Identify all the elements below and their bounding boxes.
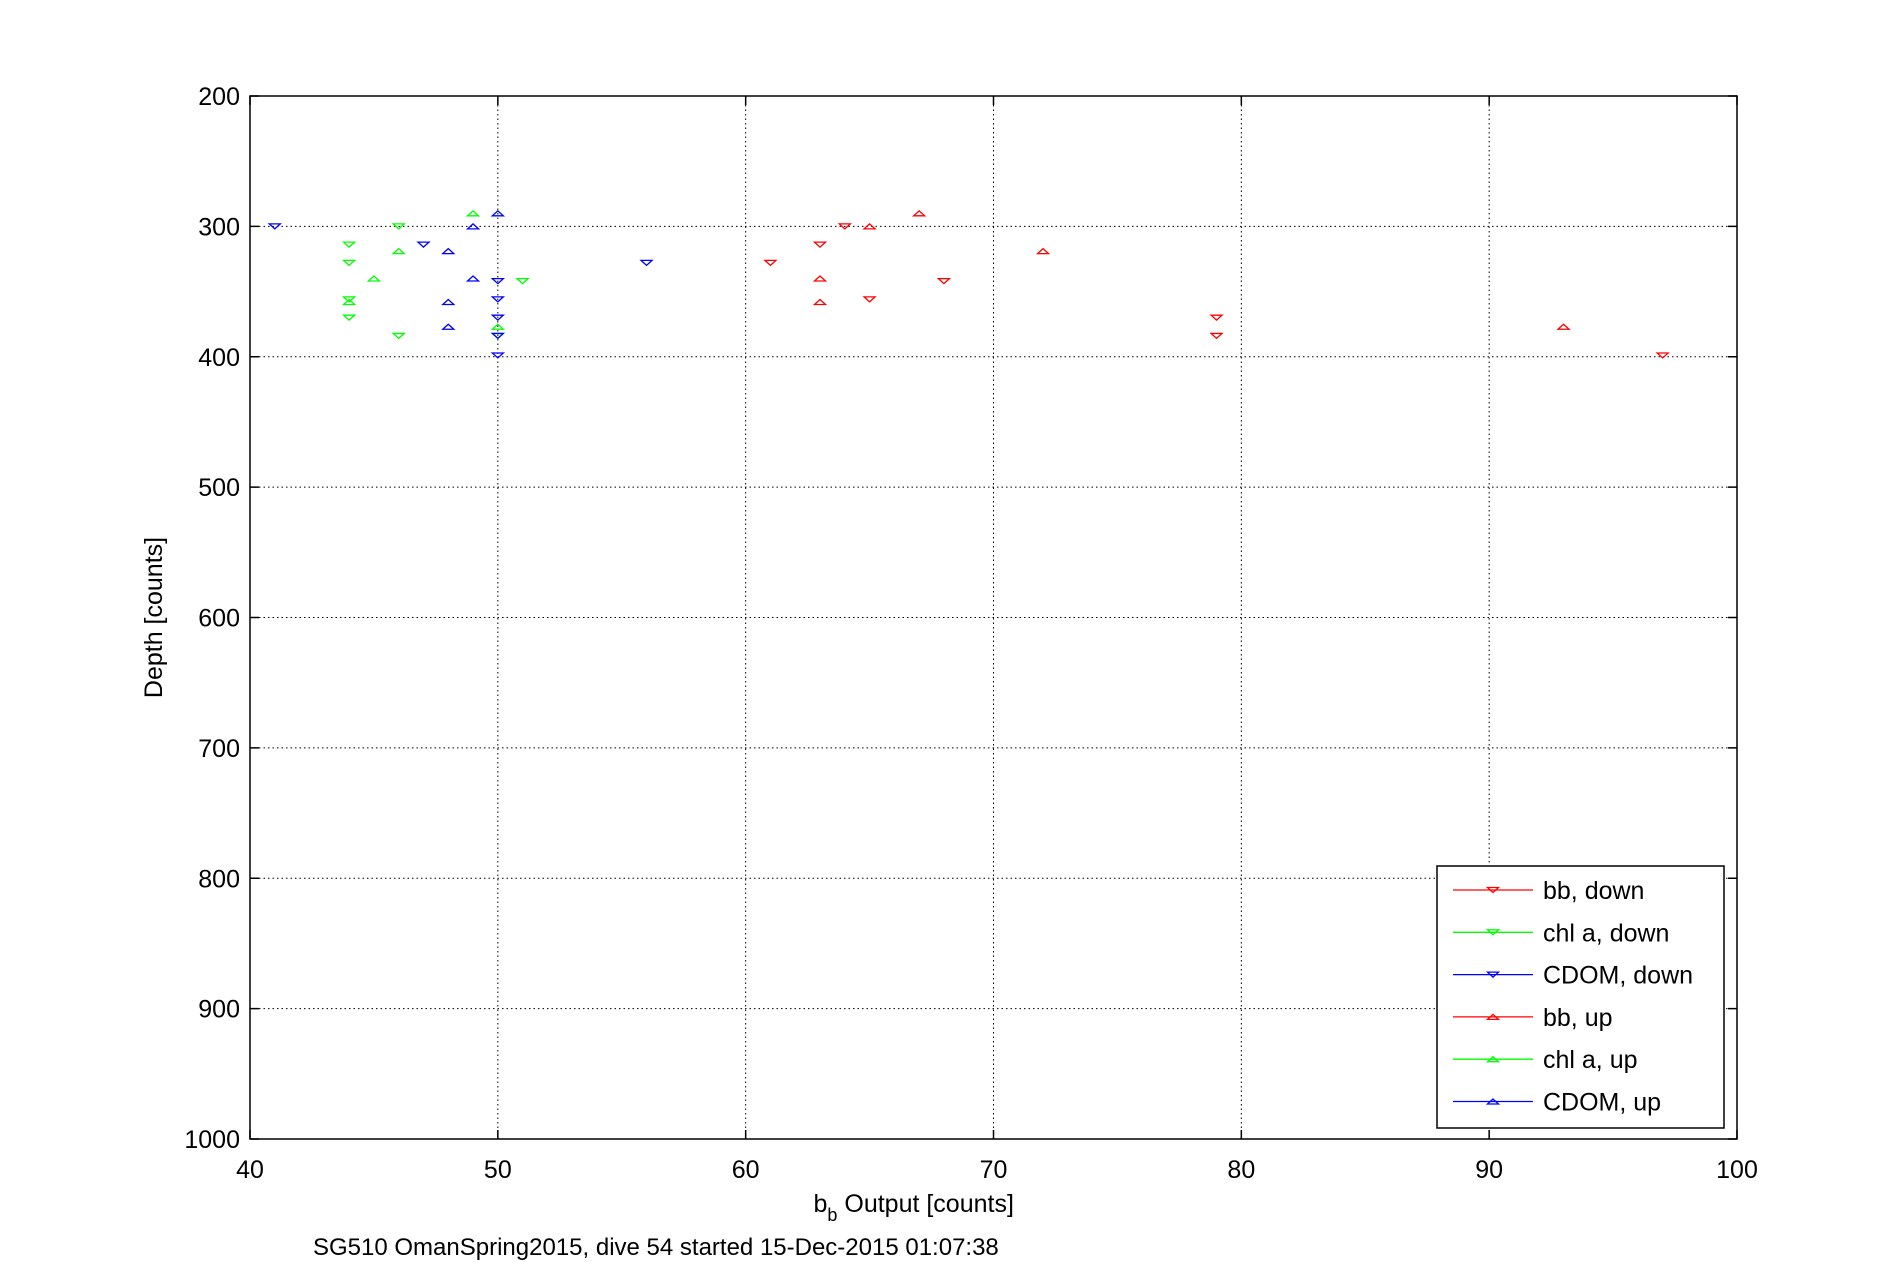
- x-tick-label: 90: [1475, 1156, 1503, 1184]
- data-point: [490, 278, 506, 285]
- grid-lines: [250, 96, 1737, 1139]
- legend-marker: [1485, 929, 1501, 936]
- legend-label: CDOM, down: [1543, 962, 1693, 990]
- data-point: [416, 241, 431, 248]
- x-axis-label: bb Output [counts]: [814, 1190, 1014, 1225]
- data-point: [341, 314, 357, 321]
- legend-box: [1436, 865, 1725, 1129]
- data-point: [490, 352, 506, 359]
- data-point: [812, 275, 828, 282]
- data-point: [391, 332, 406, 340]
- x-tick-label: 60: [732, 1156, 760, 1184]
- data-point: [837, 223, 852, 230]
- legend-marker: [1485, 1098, 1501, 1105]
- data-point: [267, 223, 282, 230]
- data-point: [391, 223, 406, 230]
- data-point: [1556, 323, 1571, 330]
- legend-entries: bb, down chl a, down CDOM, down bb, up chl a…: [1453, 877, 1693, 1117]
- y-tick-label: 900: [198, 996, 240, 1024]
- x-axis-label-subscript: b: [827, 1205, 837, 1225]
- y-axis-ticks: 200 300 400 500 600 700 800 900 1000: [184, 83, 1737, 1154]
- y-tick-label: 200: [198, 83, 240, 111]
- figure-caption: SG510 OmanSpring2015, dive 54 started 15…: [313, 1234, 999, 1261]
- data-point: [911, 209, 927, 217]
- data-point: [763, 259, 778, 267]
- legend-marker: [1485, 971, 1501, 978]
- data-point: [490, 323, 506, 330]
- data-points: [267, 209, 1670, 359]
- legend: bb, down chl a, down CDOM, down bb, up chl a…: [1436, 865, 1725, 1129]
- y-tick-label: 800: [198, 865, 240, 893]
- data-point: [341, 241, 357, 248]
- x-axis-ticks: 40 50 60 70 80 90 100: [236, 96, 1758, 1184]
- legend-label: bb, down: [1543, 877, 1644, 905]
- data-point: [490, 209, 506, 217]
- data-point: [1209, 332, 1224, 340]
- data-point: [465, 275, 481, 282]
- data-point: [490, 314, 506, 321]
- y-tick-label: 700: [198, 735, 240, 763]
- data-point: [341, 259, 357, 267]
- y-tick-label: 300: [198, 213, 240, 241]
- data-point: [441, 323, 456, 330]
- data-point: [1035, 247, 1051, 255]
- legend-entry: chl a, up: [1453, 1046, 1638, 1074]
- data-point: [465, 209, 481, 217]
- x-tick-label: 40: [236, 1156, 264, 1184]
- x-axis-label-main: b: [814, 1190, 828, 1218]
- legend-marker: [1485, 1055, 1501, 1063]
- data-point: [812, 241, 828, 248]
- legend-marker: [1485, 886, 1501, 894]
- legend-label: chl a, down: [1543, 919, 1669, 947]
- legend-entry: chl a, down: [1453, 919, 1669, 947]
- data-point: [465, 223, 481, 230]
- x-axis-label-rest: Output [counts]: [837, 1190, 1014, 1218]
- data-point: [391, 247, 406, 255]
- data-point: [639, 259, 654, 267]
- x-tick-label: 80: [1227, 1156, 1255, 1184]
- y-tick-label: 400: [198, 344, 240, 372]
- data-point: [490, 332, 506, 340]
- y-tick-label: 1000: [184, 1126, 240, 1154]
- y-axis-label: Depth [counts]: [140, 537, 168, 698]
- legend-entry: bb, up: [1453, 1004, 1613, 1032]
- data-point: [490, 296, 506, 303]
- legend-marker: [1485, 1013, 1501, 1021]
- data-point: [936, 278, 952, 285]
- data-point: [515, 278, 530, 285]
- data-point: [862, 223, 877, 230]
- y-tick-label: 500: [198, 474, 240, 502]
- data-point: [366, 275, 382, 282]
- data-point: [441, 247, 456, 255]
- legend-label: CDOM, up: [1543, 1089, 1661, 1117]
- data-point: [1209, 314, 1224, 321]
- legend-label: chl a, up: [1543, 1046, 1638, 1074]
- legend-entry: CDOM, up: [1453, 1089, 1661, 1117]
- data-point: [341, 298, 357, 306]
- data-point: [862, 296, 877, 303]
- legend-entry: CDOM, down: [1453, 962, 1693, 990]
- x-tick-label: 100: [1716, 1156, 1758, 1184]
- legend-entry: bb, down: [1453, 877, 1644, 905]
- data-point: [441, 298, 456, 306]
- data-point: [812, 298, 828, 306]
- y-tick-label: 600: [198, 605, 240, 633]
- x-tick-label: 50: [484, 1156, 512, 1184]
- x-tick-label: 70: [980, 1156, 1008, 1184]
- data-point: [341, 296, 357, 303]
- legend-label: bb, up: [1543, 1004, 1613, 1032]
- data-point: [1655, 352, 1670, 359]
